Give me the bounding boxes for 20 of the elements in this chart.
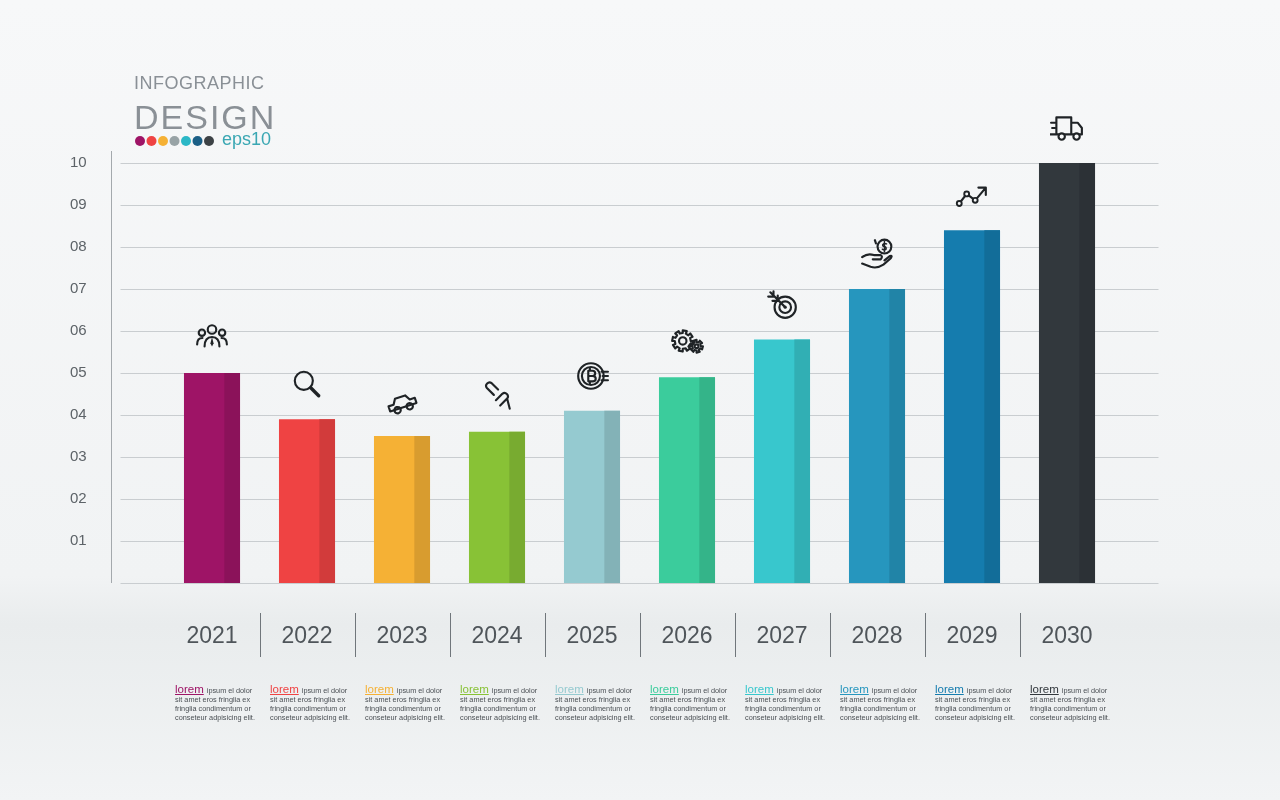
x-tick-label: 2025	[566, 622, 618, 649]
x-tick-label: 2022	[281, 622, 333, 649]
y-tick-label: 06	[70, 321, 87, 339]
y-tick-label: 02	[70, 489, 87, 507]
y-tick-label: 10	[70, 153, 87, 171]
x-tick-label: 2027	[756, 622, 808, 649]
x-tick-label: 2023	[376, 622, 428, 649]
y-tick-label: 04	[70, 405, 87, 423]
y-tick-label: 09	[70, 195, 87, 213]
x-tick-label: 2026	[661, 622, 713, 649]
x-tick-label: 2024	[471, 622, 523, 649]
x-tick-label: 2021	[186, 622, 238, 649]
x-tick-label: 2030	[1041, 622, 1093, 649]
x-tick-label: 2029	[946, 622, 998, 649]
y-tick-label: 05	[70, 363, 87, 381]
y-tick-label: 08	[70, 237, 87, 255]
x-tick-label: 2028	[851, 622, 903, 649]
y-tick-label: 03	[70, 447, 87, 465]
y-tick-label: 07	[70, 279, 87, 297]
y-tick-label: 01	[70, 531, 87, 549]
